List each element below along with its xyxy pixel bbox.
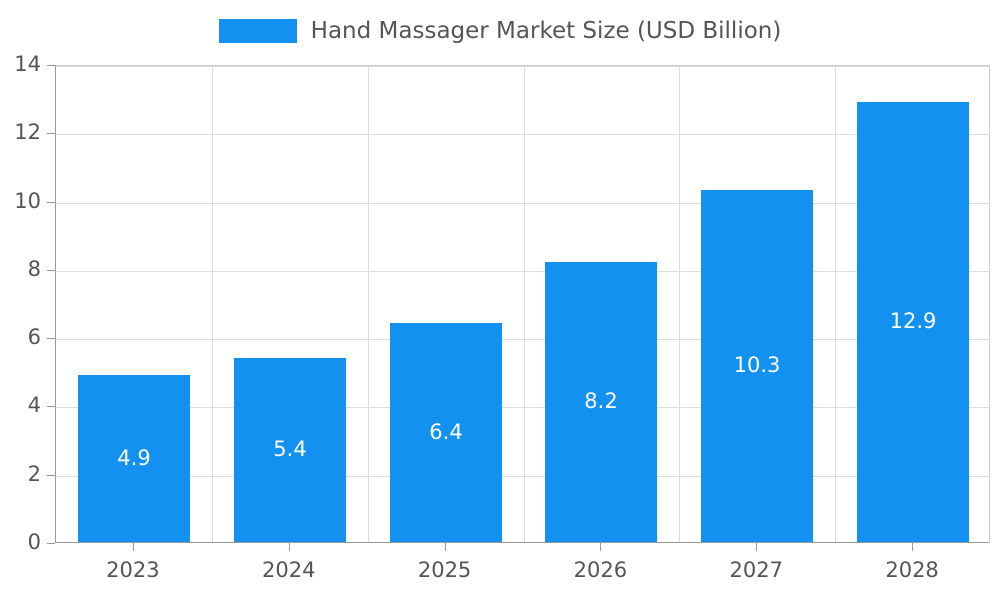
gridline-vertical <box>679 66 680 542</box>
bar-value-label: 6.4 <box>429 420 463 444</box>
x-axis-tick-mark <box>756 543 757 551</box>
x-axis-tick-mark <box>289 543 290 551</box>
plot-area: 4.9 5.4 6.4 8.2 10.3 12.9 <box>55 65 990 543</box>
bar: 12.9 <box>857 102 969 542</box>
bar: 5.4 <box>234 358 346 542</box>
gridline-horizontal <box>56 66 989 67</box>
x-axis-tick-label: 2025 <box>417 558 472 582</box>
y-axis-tick-label: 0 <box>27 530 41 554</box>
chart-title: Hand Massager Market Size (USD Billion) <box>310 18 782 44</box>
y-axis-tick-label: 2 <box>27 461 41 486</box>
y-axis-tick-label: 4 <box>27 393 41 418</box>
y-axis-tick-label: 6 <box>27 325 41 350</box>
gridline-horizontal <box>56 271 989 272</box>
gridline-horizontal <box>56 339 989 340</box>
chart-legend: Hand Massager Market Size (USD Billion) <box>0 18 1000 44</box>
bar: 6.4 <box>390 323 502 542</box>
x-axis-tick-mark <box>912 543 913 551</box>
y-axis-tick-mark <box>47 406 55 407</box>
gridline-horizontal <box>56 407 989 408</box>
gridline-vertical <box>835 66 836 542</box>
gridline-horizontal <box>56 134 989 135</box>
legend-swatch <box>218 19 297 43</box>
y-axis-tick-label: 10 <box>14 188 41 213</box>
gridline-vertical <box>524 66 525 542</box>
x-axis-tick-label: 2024 <box>262 558 316 582</box>
bar-value-label: 12.9 <box>889 309 937 333</box>
bar-value-label: 8.2 <box>584 389 618 413</box>
x-axis-tick-label: 2028 <box>885 558 939 582</box>
x-axis-tick-mark <box>600 543 601 551</box>
x-axis-tick-label: 2027 <box>729 558 783 582</box>
bar: 10.3 <box>701 190 813 542</box>
y-axis-tick-mark <box>47 338 55 339</box>
gridline-vertical <box>212 66 213 542</box>
x-axis-tick-label: 2023 <box>106 558 160 582</box>
gridline-vertical <box>368 66 369 542</box>
gridline-horizontal <box>56 203 989 204</box>
gridline-horizontal <box>56 476 989 477</box>
y-axis-tick-label: 12 <box>14 120 41 145</box>
bar: 8.2 <box>545 262 657 542</box>
bar-value-label: 4.9 <box>117 446 151 470</box>
y-axis-tick-label: 14 <box>14 52 41 76</box>
bar-value-label: 10.3 <box>733 353 781 377</box>
y-axis-tick-mark <box>47 270 55 271</box>
x-axis-tick-label: 2026 <box>573 558 628 582</box>
bar: 4.9 <box>78 375 190 542</box>
y-axis-tick-mark <box>47 133 55 134</box>
y-axis-tick-mark <box>47 543 55 544</box>
bar-value-label: 5.4 <box>273 437 307 461</box>
y-axis-tick-mark <box>47 475 55 476</box>
y-axis-tick-mark <box>47 202 55 203</box>
x-axis-tick-mark <box>445 543 446 551</box>
y-axis-tick-label: 8 <box>27 256 41 281</box>
x-axis-tick-mark <box>133 543 134 551</box>
y-axis-tick-mark <box>47 65 55 66</box>
